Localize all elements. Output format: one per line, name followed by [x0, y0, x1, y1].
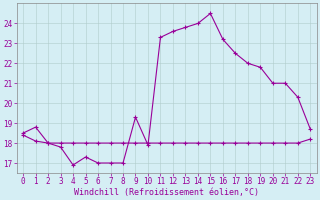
X-axis label: Windchill (Refroidissement éolien,°C): Windchill (Refroidissement éolien,°C)	[74, 188, 259, 197]
